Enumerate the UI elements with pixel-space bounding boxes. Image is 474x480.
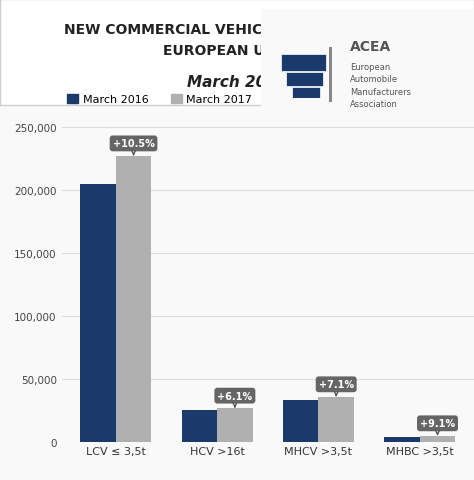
FancyBboxPatch shape	[286, 73, 323, 86]
FancyBboxPatch shape	[281, 55, 326, 72]
FancyBboxPatch shape	[292, 87, 320, 98]
Text: March 2017: March 2017	[187, 75, 287, 90]
Text: +6.1%: +6.1%	[217, 391, 253, 407]
Text: NEW COMMERCIAL VEHICLE REGISTRATIONS: NEW COMMERCIAL VEHICLE REGISTRATIONS	[64, 23, 410, 36]
Bar	[217, 408, 253, 442]
Bar	[182, 410, 217, 442]
Bar	[384, 437, 420, 442]
Text: EUROPEAN UNION¹: EUROPEAN UNION¹	[163, 44, 311, 58]
Text: European
Automobile
Manufacturers
Association: European Automobile Manufacturers Associ…	[350, 62, 411, 109]
Text: ACEA: ACEA	[350, 39, 392, 54]
Text: +10.5%: +10.5%	[113, 139, 155, 156]
Bar	[420, 436, 455, 442]
Legend: March 2016, March 2017: March 2016, March 2017	[67, 95, 252, 105]
Bar	[319, 397, 354, 442]
Bar	[283, 400, 319, 442]
Text: +7.1%: +7.1%	[319, 380, 354, 396]
Text: +9.1%: +9.1%	[420, 419, 455, 435]
Bar	[81, 184, 116, 442]
Bar	[116, 156, 151, 442]
